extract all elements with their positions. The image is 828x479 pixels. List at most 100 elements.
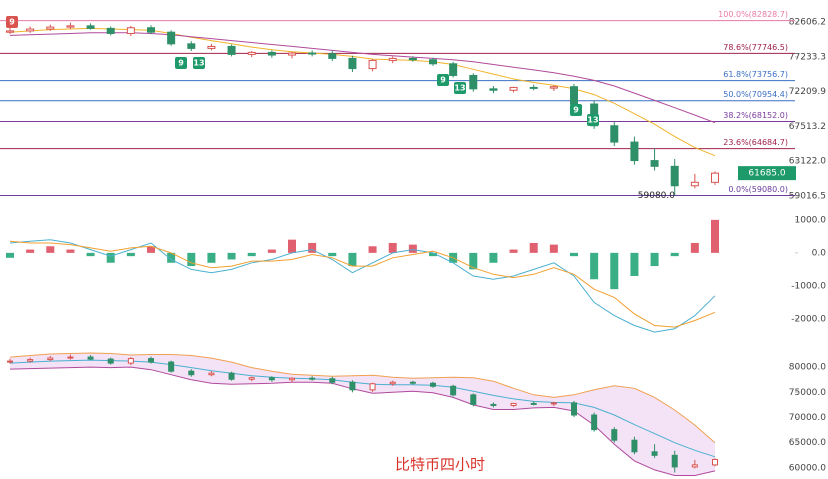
macd-bar: [429, 252, 437, 257]
candle-body: [449, 63, 458, 76]
candle-body: [389, 381, 396, 385]
macd-bar: [368, 246, 377, 253]
candle-body: [147, 27, 155, 33]
candle-body: [87, 356, 94, 360]
macd-bar: [408, 244, 417, 253]
candle-body: [408, 57, 417, 61]
fib-label: 0.0%(59080.0): [728, 185, 788, 194]
band-line: [9, 352, 716, 444]
candle-body: [591, 414, 598, 431]
band-line: [9, 359, 716, 458]
candle-body: [670, 165, 679, 187]
y-tick-label: -2000.0: [791, 314, 826, 324]
y-tick-label: 65000.0: [789, 438, 826, 448]
candle-body: [348, 57, 357, 70]
moving-average: [9, 27, 716, 157]
y-tick-label: 67513.2: [789, 122, 826, 132]
macd-bar: [288, 239, 296, 253]
candle-body: [650, 160, 659, 167]
macd-bar: [570, 252, 578, 257]
macd-bar: [6, 252, 14, 258]
macd-bar: [26, 249, 35, 253]
td-marker: [570, 104, 582, 116]
candle-body: [570, 86, 578, 105]
fib-label: 38.2%(68152.0): [723, 111, 788, 120]
candle-body: [106, 27, 115, 34]
macd-bar: [690, 242, 699, 253]
candle-body: [46, 26, 55, 30]
candle-body: [550, 402, 557, 405]
candle-body: [148, 358, 154, 363]
candle-body: [549, 86, 558, 89]
fib-label: 23.6%(64684.7): [723, 138, 788, 147]
candle-body: [368, 59, 377, 70]
y-tick-label: 60000.0: [789, 463, 826, 473]
candle-body: [207, 45, 216, 49]
macd-bar: [711, 219, 719, 253]
candle-body: [86, 25, 95, 29]
candle-body: [470, 394, 477, 405]
candle-body: [308, 52, 317, 55]
y-tick-label: -1000.0: [791, 281, 826, 291]
candle-body: [27, 359, 34, 362]
candle-body: [711, 172, 719, 183]
candle-body: [66, 25, 75, 28]
fib-label: 78.6%(77746.5): [723, 43, 788, 52]
y-tick-label: 72209.9: [789, 87, 826, 97]
macd-bar: [267, 249, 276, 253]
candle-body: [450, 385, 457, 396]
candle-body: [610, 125, 619, 143]
macd-bar: [147, 246, 155, 253]
candle-body: [409, 381, 416, 384]
fib-label: 100.0%(82828.7): [718, 10, 788, 19]
candle-body: [490, 403, 497, 406]
td-marker: [175, 57, 187, 69]
candle-body: [430, 382, 436, 387]
td-label: 13: [587, 116, 598, 125]
macd-bar: [86, 252, 95, 257]
band-line: [9, 366, 716, 476]
td-marker: [454, 82, 466, 94]
candle-body: [267, 51, 276, 56]
td-label: 9: [440, 76, 446, 85]
moving-average: [9, 32, 716, 124]
candle-body: [47, 357, 54, 361]
candle-body: [388, 57, 397, 61]
macd-bar: [509, 249, 518, 253]
td-marker: [193, 57, 205, 69]
macd-bar: [489, 252, 498, 263]
y-tick-label: 1000.0: [795, 215, 827, 225]
macd-bar: [670, 252, 679, 257]
chart-title: 比特币四小时: [395, 456, 485, 474]
candle-body: [712, 458, 718, 466]
td-label: 13: [193, 59, 204, 68]
macd-bar: [66, 249, 75, 253]
candle-body: [530, 402, 537, 405]
candle-body: [7, 360, 13, 363]
td-marker: [587, 114, 599, 126]
band-fill: [10, 353, 715, 476]
candle-body: [571, 402, 577, 416]
candle-body: [510, 402, 517, 406]
td-label: 9: [573, 106, 579, 115]
candle-body: [691, 464, 698, 468]
macd-bar: [388, 242, 397, 253]
candle-body: [107, 358, 114, 364]
macd-line: [9, 239, 716, 333]
td-label: 9: [178, 59, 184, 68]
td-marker: [6, 16, 18, 28]
candle-body: [329, 378, 336, 383]
candle-body: [651, 451, 658, 456]
fib-label: 50.0%(70954.4): [723, 90, 788, 99]
y-tick-label: 59016.5: [789, 192, 826, 202]
candle-body: [630, 141, 639, 162]
candle-body: [227, 45, 236, 55]
candle-body: [208, 372, 215, 376]
y-tick-label: 80000.0: [789, 363, 826, 373]
candle-body: [509, 86, 518, 91]
y-tick-label: 63122.0: [789, 157, 826, 167]
td-label: 13: [454, 84, 465, 93]
candle-body: [248, 377, 255, 380]
candle-body: [247, 51, 256, 55]
macd-bar: [529, 242, 538, 253]
